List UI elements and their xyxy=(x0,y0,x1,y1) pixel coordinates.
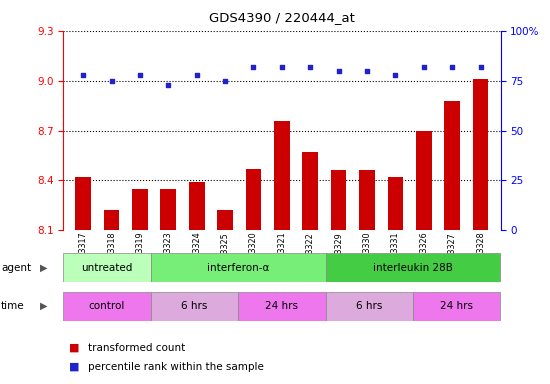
Bar xyxy=(302,152,318,230)
Text: ▶: ▶ xyxy=(40,263,47,273)
Text: untreated: untreated xyxy=(81,263,133,273)
Bar xyxy=(104,210,119,230)
Bar xyxy=(274,121,290,230)
Point xyxy=(79,71,87,78)
Bar xyxy=(444,101,460,230)
Bar xyxy=(331,170,346,230)
Bar xyxy=(413,292,500,321)
Bar xyxy=(416,131,432,230)
Point xyxy=(192,71,201,78)
Point xyxy=(107,78,116,84)
Bar xyxy=(326,292,413,321)
Bar xyxy=(473,79,488,230)
Text: ■: ■ xyxy=(69,343,79,353)
Bar xyxy=(132,189,148,230)
Text: interleukin 28B: interleukin 28B xyxy=(373,263,453,273)
Text: agent: agent xyxy=(1,263,31,273)
Bar xyxy=(326,253,500,282)
Text: 6 hrs: 6 hrs xyxy=(356,301,382,311)
Bar xyxy=(217,210,233,230)
Point xyxy=(164,81,173,88)
Text: ■: ■ xyxy=(69,362,79,372)
Text: interferon-α: interferon-α xyxy=(207,263,270,273)
Bar xyxy=(189,182,205,230)
Bar xyxy=(359,170,375,230)
Bar xyxy=(75,177,91,230)
Text: percentile rank within the sample: percentile rank within the sample xyxy=(88,362,264,372)
Bar xyxy=(246,169,261,230)
Bar xyxy=(161,189,176,230)
Point xyxy=(249,64,258,70)
Text: time: time xyxy=(1,301,25,311)
Bar xyxy=(388,177,403,230)
Point xyxy=(306,64,315,70)
Bar xyxy=(238,292,326,321)
Text: control: control xyxy=(89,301,125,311)
Text: ▶: ▶ xyxy=(40,301,47,311)
Text: GDS4390 / 220444_at: GDS4390 / 220444_at xyxy=(209,12,355,25)
Point xyxy=(221,78,229,84)
Bar xyxy=(63,253,151,282)
Point xyxy=(362,68,371,74)
Text: 24 hrs: 24 hrs xyxy=(440,301,473,311)
Point xyxy=(476,64,485,70)
Point xyxy=(334,68,343,74)
Text: 24 hrs: 24 hrs xyxy=(265,301,298,311)
Bar xyxy=(151,292,238,321)
Point xyxy=(448,64,456,70)
Point xyxy=(391,71,400,78)
Text: 6 hrs: 6 hrs xyxy=(182,301,207,311)
Bar xyxy=(63,292,151,321)
Bar xyxy=(151,253,326,282)
Point xyxy=(135,71,144,78)
Text: transformed count: transformed count xyxy=(88,343,185,353)
Point xyxy=(420,64,428,70)
Point xyxy=(277,64,286,70)
